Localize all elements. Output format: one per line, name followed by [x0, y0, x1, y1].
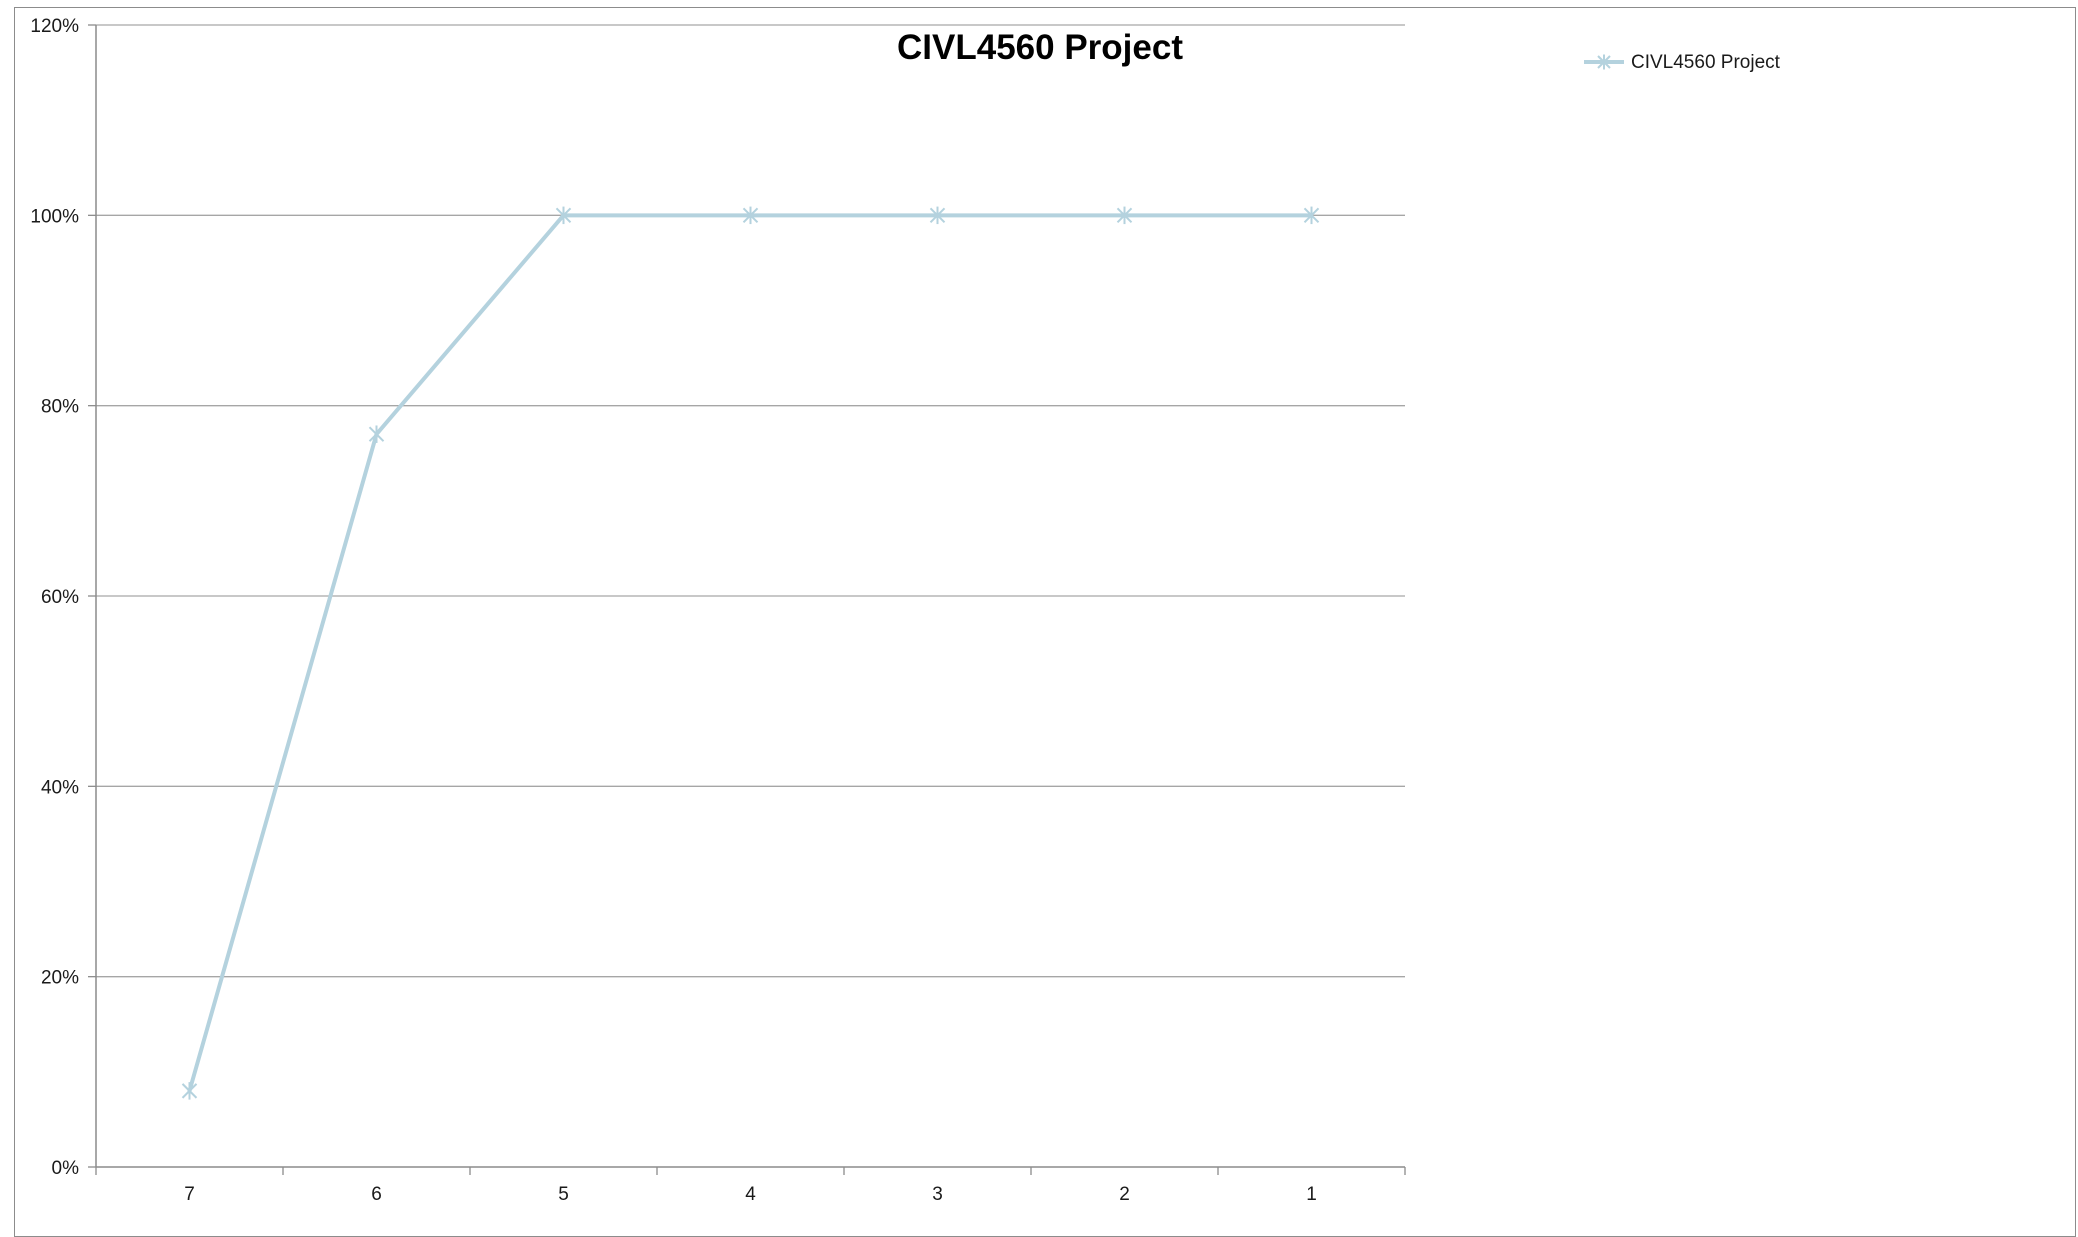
- gridlines: [96, 25, 1405, 977]
- x-tick-label: 4: [745, 1184, 756, 1205]
- y-tick-label: 100%: [30, 206, 79, 227]
- y-tick-label: 80%: [41, 397, 79, 418]
- series-markers: [183, 207, 1319, 1100]
- data-point-marker: [370, 425, 384, 443]
- y-tick-label: 120%: [30, 16, 79, 37]
- y-axis-tick-labels: 0% 20% 40% 60% 80% 100% 120%: [30, 16, 79, 1179]
- y-tick-label: 20%: [41, 968, 79, 989]
- y-tick-label: 60%: [41, 587, 79, 608]
- x-tick-label: 7: [184, 1184, 195, 1205]
- y-tick-label: 0%: [52, 1158, 80, 1179]
- legend-series-swatch: [1584, 55, 1624, 70]
- legend[interactable]: CIVL4560 Project: [1584, 52, 1781, 73]
- x-tick-label: 5: [558, 1184, 569, 1205]
- series-line: [190, 215, 1312, 1091]
- series-lines: [190, 215, 1312, 1091]
- x-tick-label: 3: [932, 1184, 943, 1205]
- x-tick-label: 2: [1119, 1184, 1130, 1205]
- x-axis-tick-labels: 7 6 5 4 3 2 1: [184, 1184, 1317, 1205]
- legend-series-label: CIVL4560 Project: [1631, 52, 1781, 73]
- axes: [88, 25, 1405, 1175]
- data-point-marker: [183, 1082, 197, 1100]
- x-tick-label: 6: [371, 1184, 382, 1205]
- chart-title: CIVL4560 Project: [897, 28, 1183, 67]
- y-tick-label: 40%: [41, 777, 79, 798]
- x-tick-label: 1: [1306, 1184, 1317, 1205]
